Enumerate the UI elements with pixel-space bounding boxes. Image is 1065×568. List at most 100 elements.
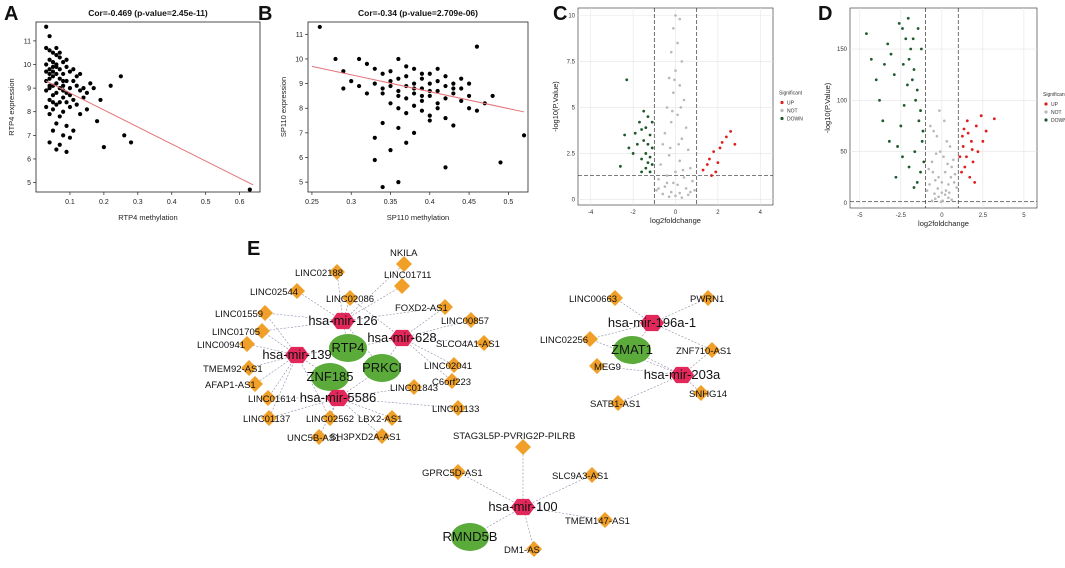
x-tick-label: 0.25 <box>305 199 319 206</box>
lncrna-node <box>239 336 255 352</box>
not-point <box>674 170 677 174</box>
not-point <box>950 198 954 202</box>
y-tick-label: 10 <box>568 13 575 19</box>
data-point <box>47 76 52 81</box>
data-point <box>411 91 417 96</box>
up-point <box>966 131 970 135</box>
mirna-node <box>511 498 535 516</box>
data-point <box>364 91 370 96</box>
legend-item: DOWN <box>1051 118 1065 124</box>
x-axis-label: RTP4 methylation <box>118 213 177 222</box>
data-point <box>427 81 432 86</box>
lncrna-label: LINC00941 <box>197 340 245 351</box>
up-point <box>958 155 962 159</box>
lncrna-node <box>450 464 466 480</box>
down-point <box>892 73 896 77</box>
x-tick-label: 0.4 <box>167 199 177 206</box>
data-point <box>84 107 90 112</box>
mirna-label: hsa-mir-139 <box>262 347 331 362</box>
data-point <box>47 97 52 103</box>
legend-title: Significant <box>1043 92 1065 98</box>
data-point <box>84 90 90 95</box>
data-point <box>380 184 385 190</box>
gene-label: ZMAT1 <box>611 342 653 357</box>
data-point <box>388 79 393 84</box>
network-edge <box>264 312 344 322</box>
down-point <box>896 145 899 148</box>
mirna-label: hsa-mir-196a-1 <box>608 315 696 330</box>
data-point <box>356 83 362 89</box>
down-point <box>916 27 920 30</box>
lncrna-node <box>394 278 410 294</box>
down-point <box>642 139 646 142</box>
data-point <box>474 44 480 49</box>
not-point <box>953 172 957 176</box>
data-point <box>64 149 69 154</box>
lncrna-node <box>261 410 277 426</box>
down-point <box>644 166 648 170</box>
data-point <box>380 120 385 126</box>
mirna-label: hsa-mir-628 <box>367 330 436 345</box>
data-point <box>47 48 52 53</box>
not-point <box>943 119 946 123</box>
not-point <box>657 187 660 190</box>
not-point <box>691 179 694 183</box>
x-axis-label: log2foldchange <box>650 216 701 225</box>
not-point <box>936 187 940 190</box>
data-point <box>396 106 401 111</box>
not-point <box>663 131 667 135</box>
down-point <box>915 180 919 184</box>
data-point <box>47 83 52 88</box>
down-point <box>644 152 648 155</box>
x-tick-label: -4 <box>588 210 594 216</box>
x-tick-label: 0.6 <box>235 199 245 206</box>
data-point <box>61 78 66 84</box>
y-tick-label: 7.5 <box>567 59 576 65</box>
not-point <box>942 155 945 159</box>
down-point <box>878 98 881 102</box>
not-point <box>655 188 658 192</box>
not-point <box>938 150 942 153</box>
down-point <box>640 170 643 174</box>
lncrna-node <box>607 290 623 306</box>
not-point <box>952 181 956 184</box>
data-point <box>71 97 76 103</box>
lncrna-node <box>329 264 345 280</box>
lncrna-node <box>289 283 305 299</box>
data-point <box>78 88 83 93</box>
network-edge <box>268 397 339 419</box>
data-point <box>94 119 100 124</box>
x-tick-label: 2.5 <box>979 213 988 219</box>
lncrna-node <box>257 305 273 321</box>
network-edge <box>296 354 331 419</box>
x-axis-label: SP110 methylation <box>387 213 449 222</box>
data-point <box>54 90 59 95</box>
x-tick-label: 0.5 <box>503 199 513 206</box>
down-point <box>919 109 922 112</box>
legend-swatch <box>1044 110 1048 114</box>
down-point <box>648 170 652 174</box>
panel-letter-b: B <box>258 3 272 25</box>
lncrna-label: SNHG14 <box>689 389 727 400</box>
not-point <box>681 168 685 172</box>
lncrna-label: STAG3L5P-PVRIG2P-PILRB <box>453 431 575 442</box>
not-point <box>937 175 940 179</box>
data-point <box>44 104 49 110</box>
data-point <box>451 91 456 96</box>
lncrna-label: MEG9 <box>594 362 621 373</box>
data-point <box>44 62 49 67</box>
data-point <box>54 81 59 86</box>
data-point <box>427 71 432 76</box>
data-point <box>67 135 73 140</box>
gene-label: RTP4 <box>332 340 365 355</box>
not-point <box>938 109 941 112</box>
not-point <box>682 176 686 179</box>
data-point <box>380 91 385 96</box>
mirna-node <box>285 346 309 364</box>
network-edge <box>522 506 606 521</box>
not-point <box>682 98 686 102</box>
data-point <box>411 81 417 86</box>
data-point <box>419 71 425 76</box>
lncrna-label: TMEM92-AS1 <box>203 364 263 375</box>
network-edge <box>342 306 446 322</box>
